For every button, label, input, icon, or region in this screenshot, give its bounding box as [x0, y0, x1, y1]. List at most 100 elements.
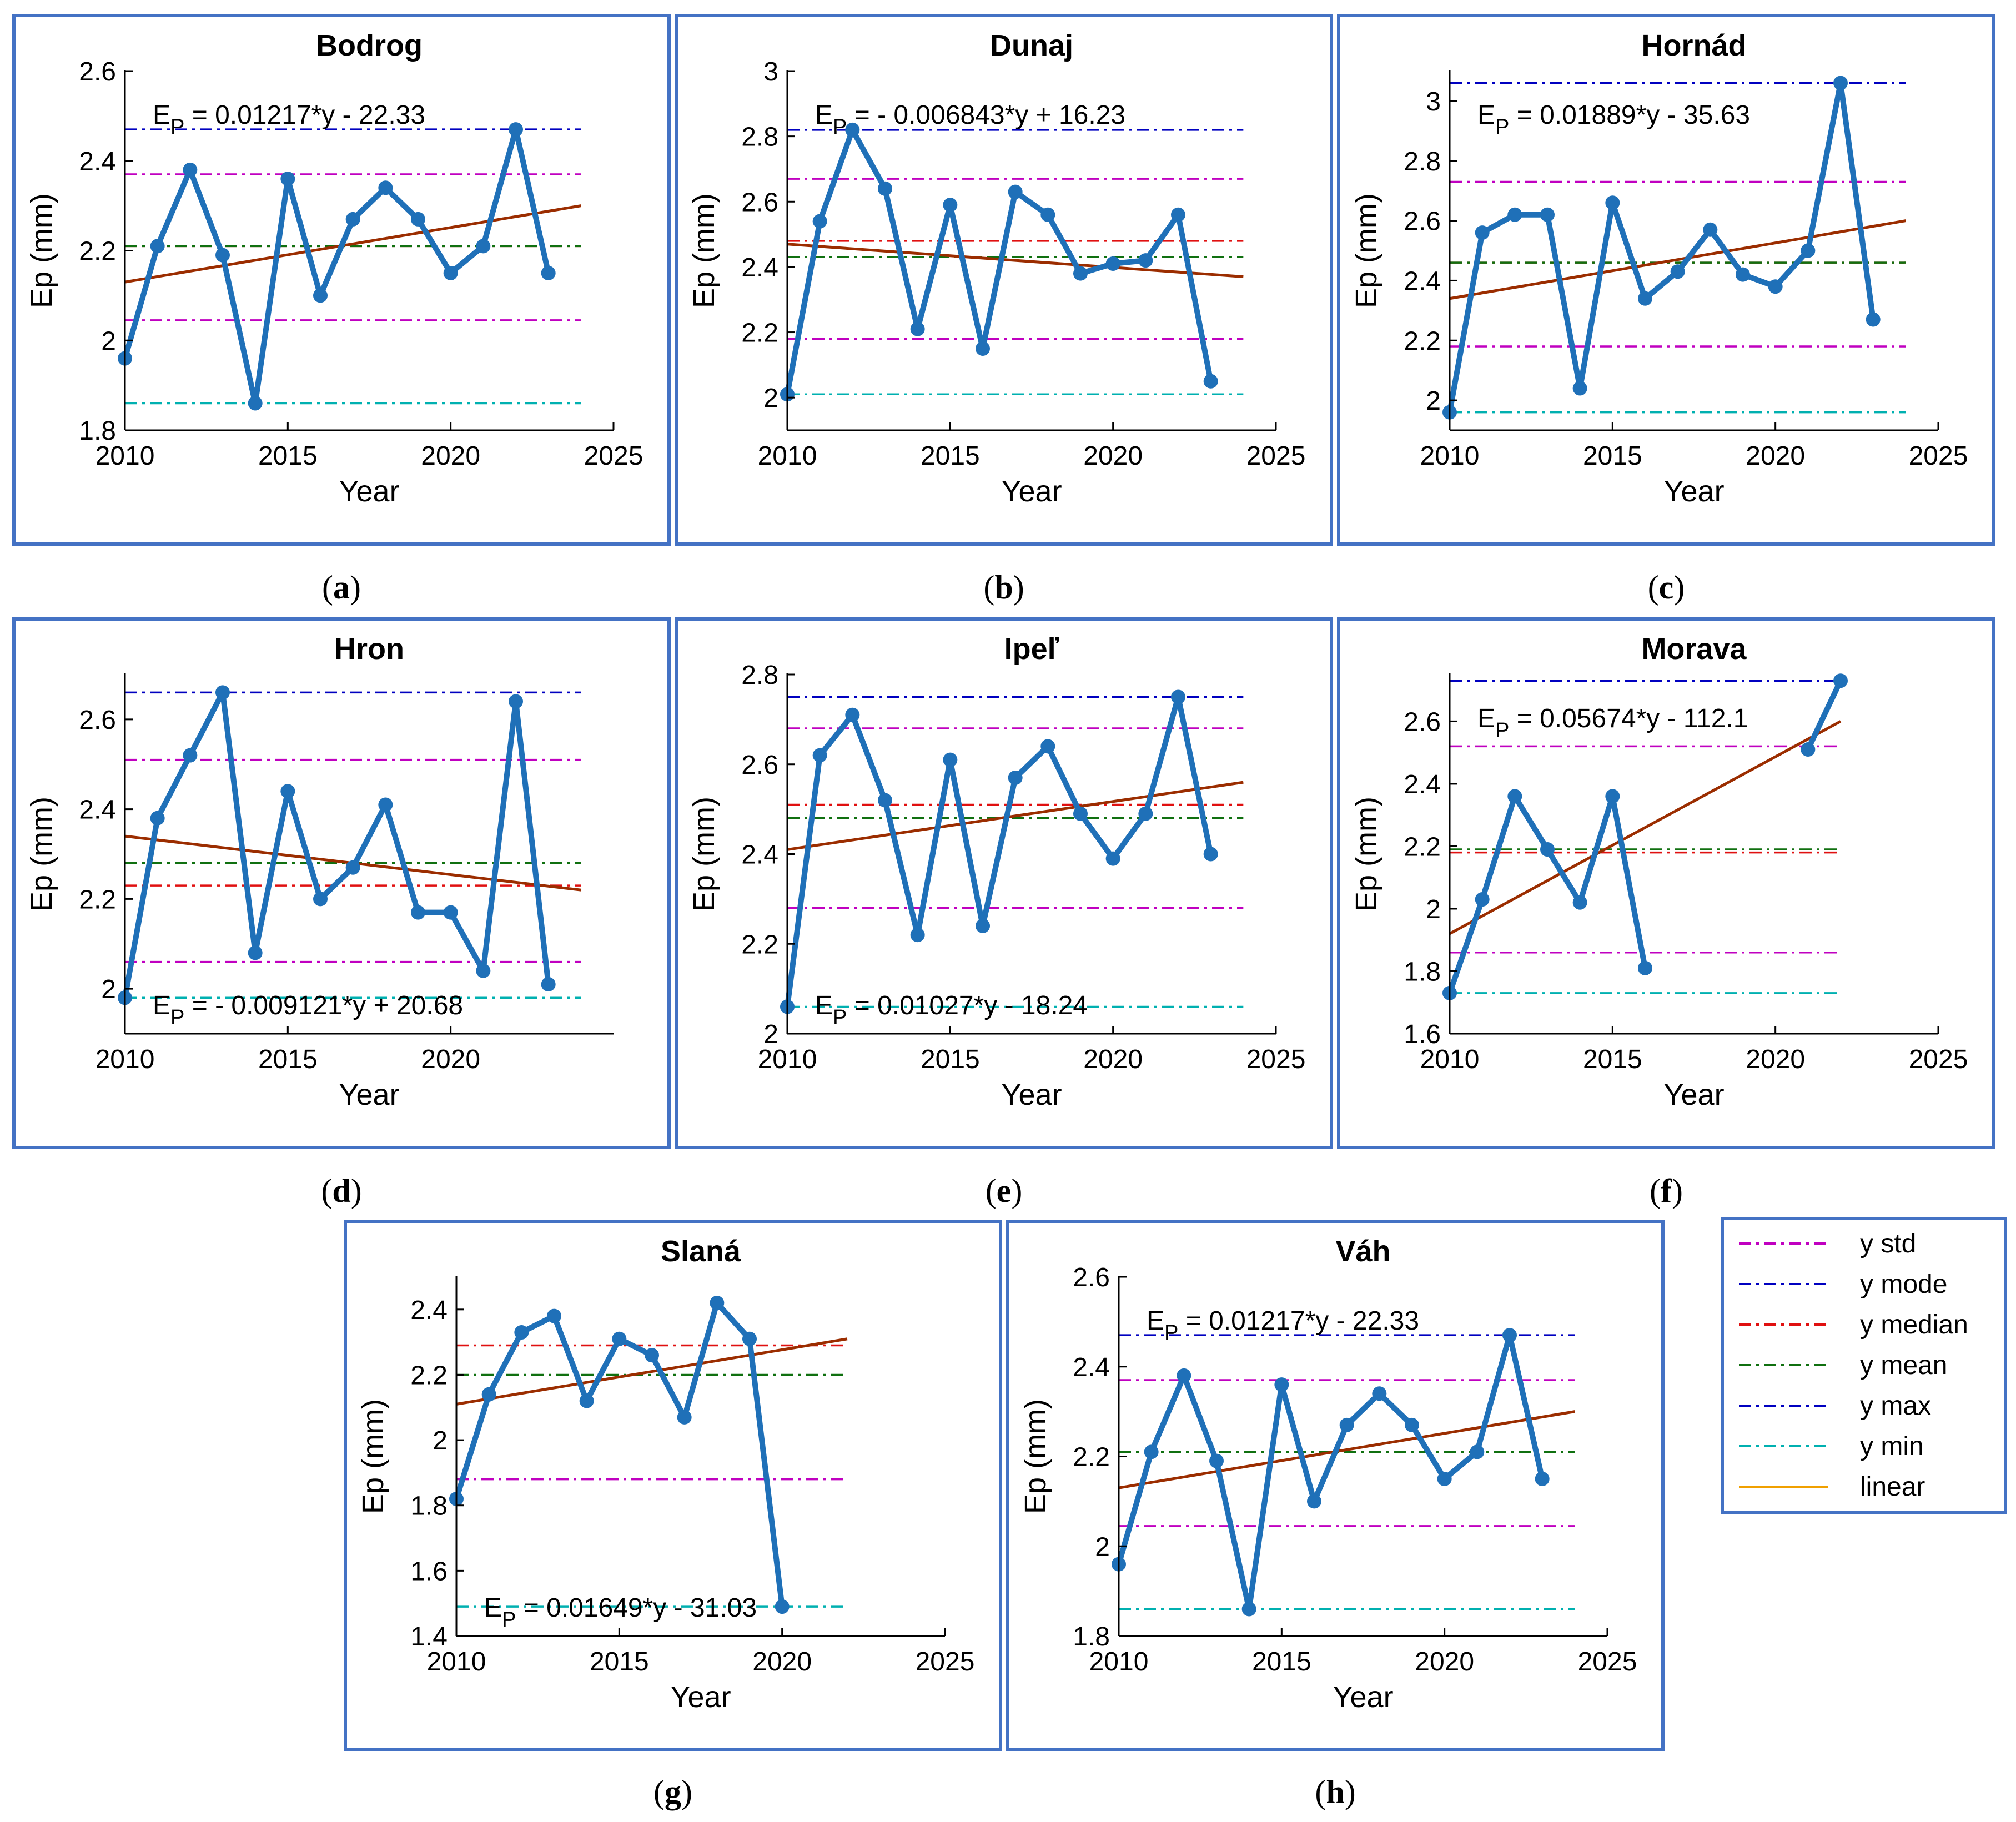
y-tick-label: 2.4: [741, 253, 778, 283]
trend-equation: EP = 0.01649*y - 31.03: [484, 1593, 757, 1632]
x-tick-label: 2025: [1578, 1647, 1637, 1677]
trend-line: [787, 781, 1244, 851]
panel-frame: [1006, 1220, 1665, 1751]
data-point: [1177, 1368, 1191, 1383]
y-tick-label: 2.6: [79, 706, 116, 735]
y-tick-label: 2.2: [1073, 1443, 1110, 1472]
data-point: [1605, 789, 1620, 804]
data-point: [1703, 222, 1718, 237]
data-point: [910, 321, 925, 336]
y-tick-label: 2.4: [1404, 770, 1441, 799]
x-tick-label: 2010: [427, 1647, 486, 1677]
x-tick-label: 2020: [1746, 441, 1805, 471]
y-tick-label: 1.8: [1404, 957, 1441, 987]
data-point: [1171, 689, 1185, 704]
y-tick-label: 2: [101, 975, 116, 1004]
y-tick-label: 2: [1095, 1532, 1110, 1562]
trend-line: [1449, 720, 1842, 935]
y-tick-label: 2: [1426, 386, 1441, 416]
y-tick-label: 2.8: [1404, 147, 1441, 177]
data-point: [1502, 1328, 1517, 1343]
legend-label: y max: [1860, 1391, 1931, 1421]
panel-title: Dunaj: [990, 29, 1073, 62]
x-tick-label: 2010: [1420, 441, 1480, 471]
legend-label: y median: [1860, 1310, 1968, 1340]
x-tick-label: 2010: [95, 441, 155, 471]
data-point: [1073, 806, 1088, 821]
data-point: [1535, 1471, 1550, 1486]
x-axis-label: Year: [1001, 1078, 1062, 1111]
y-tick-label: 2.6: [1073, 1263, 1110, 1292]
data-point: [1274, 1377, 1289, 1392]
x-axis-label: Year: [1663, 1078, 1724, 1111]
y-axis-label: Ep (mm): [1350, 797, 1383, 912]
x-tick-label: 2010: [1089, 1647, 1149, 1677]
data-point: [509, 122, 523, 137]
y-tick-label: 2.8: [741, 123, 778, 152]
trend-line: [1449, 219, 1906, 300]
data-point: [1833, 76, 1848, 90]
x-tick-label: 2015: [921, 441, 980, 471]
subfigure-label: (g): [653, 1774, 692, 1810]
data-point: [215, 248, 230, 263]
data-point: [1405, 1417, 1419, 1432]
data-point: [1105, 851, 1120, 866]
data-point: [150, 239, 165, 254]
data-point: [1572, 381, 1587, 396]
x-tick-label: 2020: [1746, 1045, 1805, 1074]
y-tick-label: 2.2: [410, 1361, 448, 1390]
y-tick-label: 2.2: [79, 237, 116, 266]
x-axis-label: Year: [339, 475, 399, 508]
y-tick-label: 1.8: [79, 416, 116, 446]
x-tick-label: 2015: [1252, 1647, 1311, 1677]
data-point: [710, 1296, 725, 1311]
x-tick-label: 2020: [1083, 1045, 1143, 1074]
x-tick-label: 2025: [1909, 1045, 1968, 1074]
data-point: [1638, 291, 1652, 306]
y-tick-label: 1.8: [1073, 1622, 1110, 1652]
data-point: [1540, 207, 1555, 222]
series-line: [785, 694, 1214, 1008]
data-point: [812, 214, 827, 229]
y-tick-label: 2.2: [79, 885, 116, 914]
data-point: [1209, 1453, 1224, 1468]
data-point: [476, 239, 491, 254]
y-tick-label: 2.4: [741, 840, 778, 870]
data-point: [845, 122, 860, 137]
data-point: [612, 1331, 627, 1346]
data-point: [378, 797, 393, 812]
data-point: [1437, 1471, 1452, 1486]
data-point: [1540, 842, 1555, 857]
chart-panel-f: Morava 2010 2015 2020 2025 1.6 1.8 2 2.2 2.4 2.6 Ye…: [1337, 617, 1995, 1149]
y-tick-label: 2.6: [79, 57, 116, 87]
y-tick-label: 2: [763, 1020, 778, 1049]
data-point: [1372, 1386, 1387, 1401]
panel-title: Slaná: [661, 1235, 741, 1268]
subfigure-label: (d): [321, 1172, 361, 1209]
x-tick-label: 2015: [258, 1045, 318, 1074]
data-point: [183, 748, 198, 763]
legend-label: y std: [1860, 1229, 1916, 1259]
data-point: [1339, 1417, 1354, 1432]
data-point: [742, 1331, 757, 1346]
data-point: [1605, 195, 1620, 210]
x-tick-label: 2025: [584, 441, 643, 471]
y-tick-label: 2: [1426, 895, 1441, 924]
chart-panel-g: Slaná 2010 2015 2020 2025 1.4 1.6 1.8 2 2.2 2.4 Yea…: [344, 1220, 1002, 1751]
y-tick-label: 2.4: [1404, 266, 1441, 296]
x-tick-label: 2010: [758, 441, 817, 471]
data-point: [1866, 312, 1881, 327]
y-tick-label: 2: [101, 326, 116, 356]
chart-panel-d: Hron 2010 2015 2020 2 2.2 2.4 2.6 Year Ep (mm) EP …: [12, 617, 671, 1149]
data-point: [345, 212, 360, 227]
y-tick-label: 2.8: [741, 661, 778, 690]
data-point: [1307, 1494, 1321, 1509]
trend-line: [456, 1337, 848, 1406]
y-tick-label: 3: [1426, 87, 1441, 117]
panel-title: Ipeľ: [1004, 632, 1059, 666]
data-point: [812, 748, 827, 763]
data-point: [1801, 243, 1816, 258]
legend-label: linear: [1860, 1472, 1925, 1502]
x-axis-label: Year: [1001, 475, 1062, 508]
